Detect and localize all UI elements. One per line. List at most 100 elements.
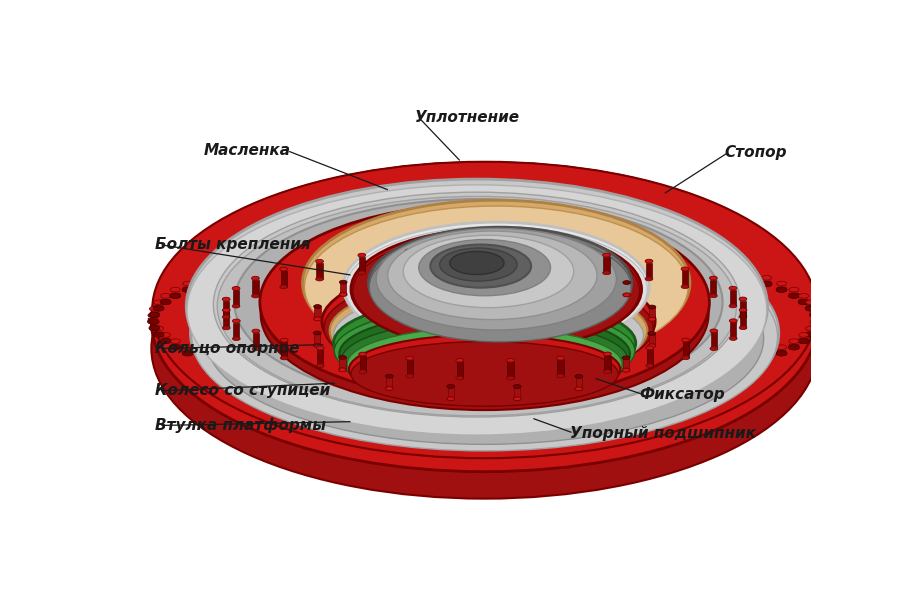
Polygon shape [789,344,798,349]
Ellipse shape [505,247,514,251]
Ellipse shape [510,248,521,253]
Ellipse shape [761,350,771,355]
Polygon shape [450,390,459,394]
Polygon shape [600,252,609,257]
Ellipse shape [809,312,820,318]
Ellipse shape [575,375,583,378]
Ellipse shape [514,384,521,388]
Polygon shape [215,361,224,366]
Ellipse shape [681,267,689,271]
Ellipse shape [679,256,689,261]
Polygon shape [558,360,563,376]
Polygon shape [810,312,820,317]
Polygon shape [570,387,580,391]
Ellipse shape [197,282,208,287]
Ellipse shape [347,327,623,400]
Ellipse shape [340,280,347,284]
Ellipse shape [729,304,737,308]
Polygon shape [387,264,394,276]
Ellipse shape [232,319,241,323]
Polygon shape [514,387,521,399]
Polygon shape [511,390,520,394]
Ellipse shape [252,329,259,333]
Polygon shape [449,254,455,266]
Polygon shape [360,385,369,390]
Ellipse shape [314,305,322,308]
Ellipse shape [514,252,523,255]
Polygon shape [405,252,412,268]
Polygon shape [683,342,688,358]
Ellipse shape [234,361,244,366]
Ellipse shape [648,317,656,321]
Ellipse shape [332,383,342,388]
Ellipse shape [789,287,799,292]
Ellipse shape [810,320,820,324]
Ellipse shape [149,326,159,331]
Polygon shape [235,366,244,371]
Polygon shape [305,258,314,263]
Ellipse shape [744,356,754,361]
Ellipse shape [744,270,754,274]
Ellipse shape [404,235,574,308]
Ellipse shape [805,306,816,311]
Ellipse shape [149,312,159,318]
Polygon shape [789,293,798,298]
Ellipse shape [570,387,581,393]
Ellipse shape [729,319,737,323]
Polygon shape [280,375,289,380]
Ellipse shape [350,342,618,406]
Ellipse shape [570,245,580,249]
Ellipse shape [314,317,322,321]
Polygon shape [655,258,664,263]
Ellipse shape [805,332,816,337]
Polygon shape [623,358,629,370]
Polygon shape [745,361,754,366]
Ellipse shape [279,285,287,289]
Polygon shape [647,349,653,365]
Polygon shape [806,331,815,336]
Ellipse shape [232,286,240,290]
Ellipse shape [349,334,620,404]
Ellipse shape [761,282,772,287]
Polygon shape [604,257,610,273]
Polygon shape [799,299,808,304]
Ellipse shape [214,192,741,417]
Ellipse shape [279,262,290,267]
Polygon shape [448,387,454,399]
Ellipse shape [214,276,225,281]
Ellipse shape [148,319,159,324]
Ellipse shape [234,199,723,406]
Text: Кольцо опорное: Кольцо опорное [155,341,300,356]
Polygon shape [419,248,428,253]
Ellipse shape [305,252,315,257]
Ellipse shape [419,243,429,248]
Ellipse shape [386,387,393,390]
Ellipse shape [333,298,636,388]
Ellipse shape [505,264,514,268]
Polygon shape [170,293,180,298]
Ellipse shape [599,247,609,251]
Ellipse shape [217,197,736,416]
Polygon shape [762,356,771,361]
Polygon shape [257,371,266,376]
Ellipse shape [387,261,395,266]
Ellipse shape [789,339,799,343]
Polygon shape [314,333,321,345]
Ellipse shape [389,245,399,249]
Polygon shape [655,379,664,384]
Ellipse shape [798,339,809,344]
Ellipse shape [148,313,158,318]
Ellipse shape [234,271,245,276]
Polygon shape [154,305,163,310]
Ellipse shape [259,204,709,400]
Polygon shape [680,375,689,380]
Ellipse shape [160,339,171,344]
Ellipse shape [333,288,643,383]
Ellipse shape [541,383,551,388]
Polygon shape [235,270,244,275]
Ellipse shape [387,274,395,278]
Ellipse shape [187,185,767,435]
Ellipse shape [223,315,230,319]
Ellipse shape [710,347,718,350]
Polygon shape [183,350,192,355]
